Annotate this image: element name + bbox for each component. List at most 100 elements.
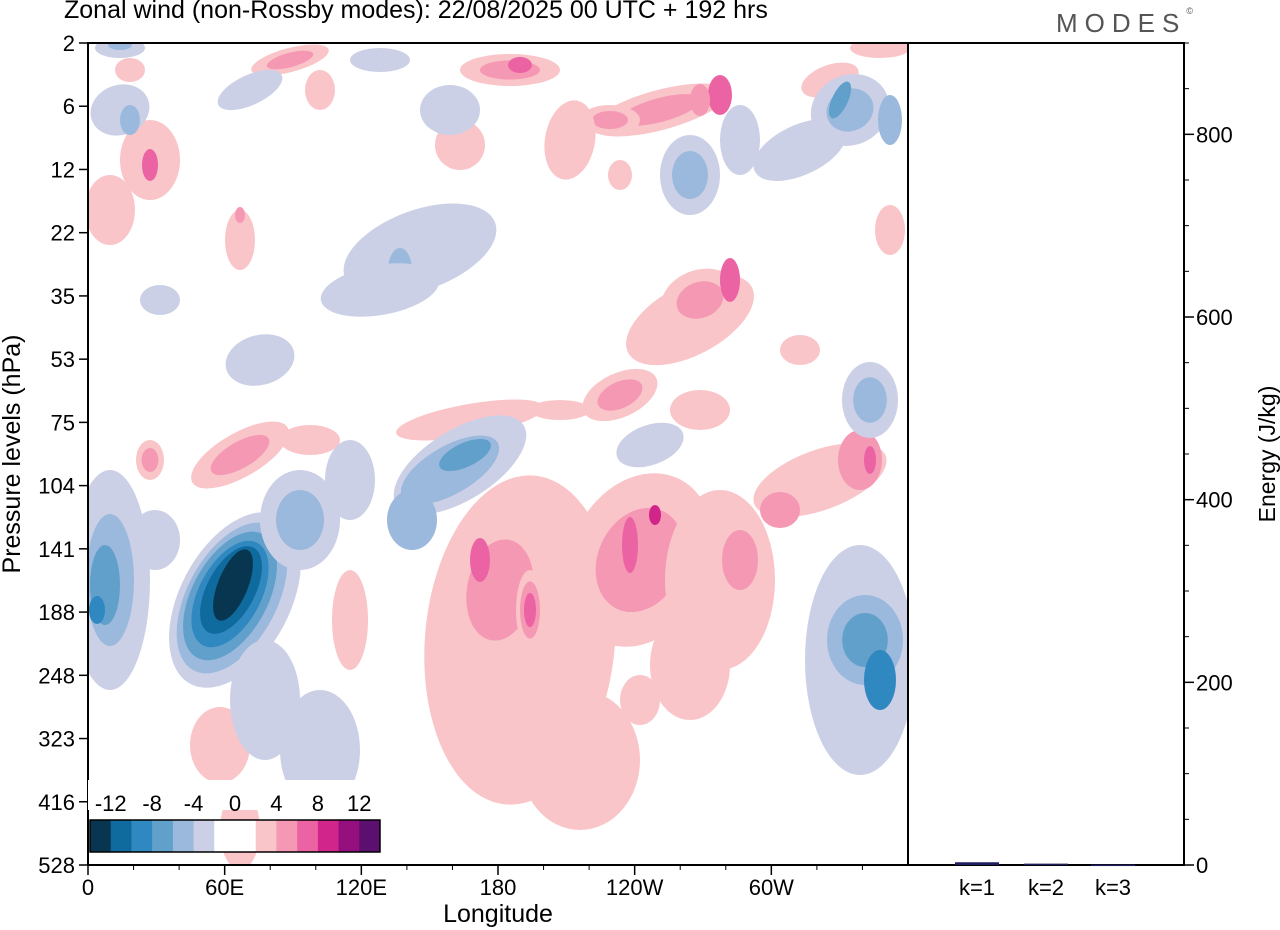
colorbar-label: 0 — [229, 791, 241, 816]
y-tick-label: 12 — [51, 157, 75, 182]
y-tick-label: 141 — [38, 537, 75, 562]
wind-contour — [670, 390, 730, 430]
colorbar-frame — [89, 819, 381, 853]
colorbar-swatch — [297, 820, 319, 852]
y-tick-label: 53 — [51, 347, 75, 372]
colorbar-swatch — [359, 820, 381, 852]
energy-category-label: k=1 — [959, 875, 995, 900]
wind-contour — [878, 95, 902, 145]
y-tick-label: 104 — [38, 474, 75, 499]
wind-contour — [276, 490, 324, 550]
energy-tick-label: 0 — [1196, 853, 1208, 878]
wind-contour — [530, 400, 590, 420]
colorbar-swatch — [276, 820, 298, 852]
energy-category-label: k=2 — [1028, 875, 1064, 900]
wind-contour — [266, 50, 314, 70]
wind-contour — [616, 422, 684, 468]
chart-title: Zonal wind (non-Rossby modes): 22/08/202… — [64, 0, 768, 24]
logo-mark: © — [1186, 6, 1193, 16]
zonal-wind-field — [88, 43, 908, 865]
wind-contour — [864, 446, 876, 474]
energy-tick-label: 400 — [1196, 488, 1233, 513]
wind-contour — [828, 81, 852, 119]
colorbar: -12 -8 -4 0 4 8 12 — [89, 791, 381, 853]
wind-contour — [544, 100, 596, 180]
wind-contour — [350, 48, 410, 72]
wind-contour — [420, 85, 480, 135]
colorbar-label: -4 — [184, 791, 204, 816]
colorbar-label: 12 — [347, 791, 371, 816]
logo-text: MODES — [1056, 8, 1187, 38]
energy-panel-frame — [907, 42, 1185, 866]
colorbar-swatch — [235, 820, 257, 852]
longitude-axis: 0 60E 120E 180 120W 60W — [82, 865, 863, 900]
x-tick-label: 180 — [480, 875, 517, 900]
wind-contour — [120, 105, 140, 135]
y-axis-label: Pressure levels (hPa) — [0, 335, 26, 574]
wind-contour — [305, 70, 335, 110]
energy-tick-label: 200 — [1196, 670, 1233, 695]
wind-contour — [622, 517, 638, 573]
y-tick-label: 75 — [51, 410, 75, 435]
wind-contour — [722, 530, 758, 590]
wind-contour — [108, 43, 132, 50]
wind-contour — [649, 505, 661, 525]
energy-bar — [955, 862, 999, 865]
energy-bar — [1091, 864, 1135, 867]
wind-contour — [142, 149, 158, 181]
wind-contour — [676, 281, 724, 319]
wind-contour — [225, 334, 295, 386]
colorbar-swatch — [214, 820, 236, 852]
colorbar-swatch — [152, 820, 174, 852]
energy-tick-label: 600 — [1196, 305, 1233, 330]
energy-tick-label: 800 — [1196, 122, 1233, 147]
y-tick-label: 22 — [51, 221, 75, 246]
wind-contour — [780, 335, 820, 365]
x-tick-label: 60W — [749, 875, 794, 900]
wind-contour — [650, 610, 730, 720]
wind-contour — [838, 430, 882, 490]
y-tick-label: 323 — [38, 727, 75, 752]
energy-axis-label: Energy (J/kg) — [1254, 386, 1280, 523]
colorbar-label: -12 — [95, 791, 127, 816]
y-tick-label: 528 — [38, 853, 75, 878]
wind-contour — [235, 207, 245, 223]
wind-contour — [508, 57, 532, 73]
wind-contour — [672, 151, 708, 199]
wind-contour — [387, 490, 437, 550]
wind-contour — [708, 75, 732, 115]
pressure-axis: 2 6 12 22 35 53 75 104 141 188 248 323 416 528 — [38, 31, 88, 878]
wind-contour — [597, 379, 643, 411]
y-tick-label: 416 — [38, 790, 75, 815]
colorbar-swatch — [317, 820, 340, 852]
x-tick-label: 120E — [336, 875, 387, 900]
colorbar-swatch — [255, 820, 277, 852]
y-tick-label: 248 — [38, 663, 75, 688]
x-tick-label: 120W — [606, 875, 664, 900]
wind-contour — [720, 105, 760, 175]
colorbar-label: 4 — [270, 791, 282, 816]
y-tick-label: 6 — [63, 94, 75, 119]
colorbar-swatch — [110, 820, 132, 852]
wind-contour — [320, 263, 440, 317]
wind-contour — [225, 210, 255, 270]
wind-contour — [470, 538, 490, 582]
y-tick-label: 188 — [38, 600, 75, 625]
wind-contour — [130, 510, 180, 570]
wind-contour — [864, 650, 896, 710]
wind-contour — [524, 592, 536, 628]
energy-category-label: k=3 — [1095, 875, 1131, 900]
colorbar-swatch — [338, 820, 360, 852]
wind-contour — [439, 438, 491, 472]
colorbar-label: 8 — [312, 791, 324, 816]
wind-contour — [595, 507, 685, 613]
x-axis-label: Longitude — [443, 900, 553, 928]
colorbar-swatch — [193, 820, 215, 852]
wind-contour — [875, 205, 905, 255]
colorbar-swatch — [172, 820, 195, 852]
wind-contour — [88, 175, 135, 245]
wind-contour — [760, 492, 800, 528]
wind-contour — [853, 377, 887, 423]
colorbar-label-background — [88, 780, 388, 810]
